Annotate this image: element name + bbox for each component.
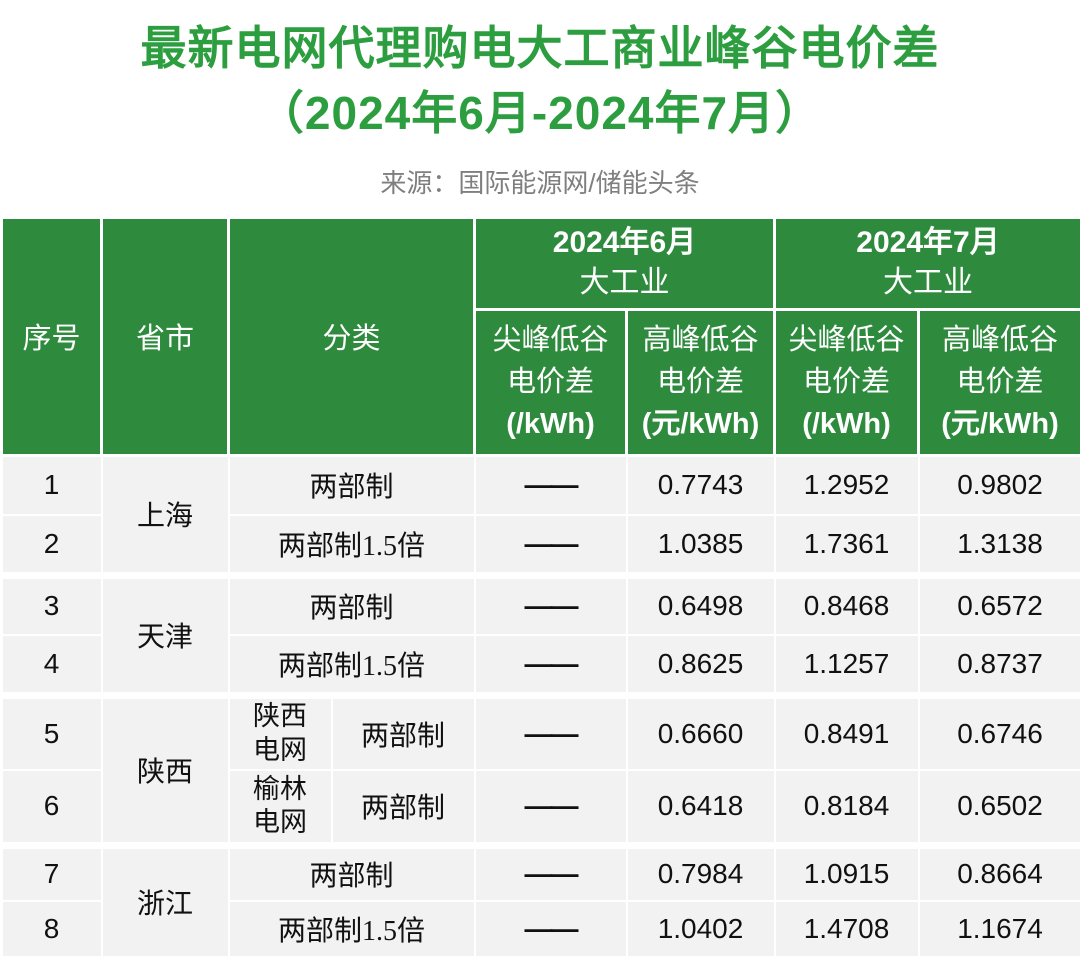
table-row: 1 上海 两部制 —— 0.7743 1.2952 0.9802 <box>0 454 1080 577</box>
cell-grid-yulin-grid: 榆林 电网 <box>227 769 333 847</box>
cell-july-high-valley: 0.6746 <box>917 691 1080 772</box>
table-row: 7 浙江 两部制 —— 0.7984 1.0915 0.8664 <box>0 841 1080 959</box>
cell-july-peak-valley: 1.1257 <box>773 634 920 697</box>
page: 最新电网代理购电大工商业峰谷电价差 （2024年6月-2024年7月） 来源：国… <box>0 16 1080 959</box>
page-title-line2: （2024年6月-2024年7月） <box>257 87 823 140</box>
cell-june-peak-valley: —— <box>473 769 628 847</box>
cell-july-high-valley: 0.9802 <box>917 454 1080 517</box>
cell-seq: 8 <box>0 900 103 959</box>
cell-seq: 6 <box>0 769 103 847</box>
cell-july-peak-valley: 1.0915 <box>773 841 920 903</box>
month-header-july: 2024年7月 大工业 <box>773 215 1080 311</box>
cell-july-high-valley: 0.8664 <box>917 841 1080 903</box>
cell-category: 两部制1.5倍 <box>227 514 476 577</box>
cell-june-peak-valley: —— <box>473 634 628 697</box>
cell-june-high-valley: 0.7984 <box>625 841 776 903</box>
cell-june-high-valley: 0.6660 <box>625 691 776 772</box>
cell-category: 两部制 <box>227 571 476 637</box>
cell-seq: 7 <box>0 841 103 903</box>
table-row: 3 天津 两部制 —— 0.6498 0.8468 0.6572 <box>0 571 1080 697</box>
table-row: 8 两部制1.5倍 —— 1.0402 1.4708 1.1674 <box>0 900 1080 959</box>
cell-category: 两部制 <box>227 841 476 903</box>
month-june-label: 2024年6月 <box>552 225 697 259</box>
month-june-industry: 大工业 <box>579 266 670 300</box>
month-header-june: 2024年6月 大工业 <box>473 215 777 311</box>
table-row: 2 两部制1.5倍 —— 1.0385 1.7361 1.3138 <box>0 514 1080 577</box>
cell-june-peak-valley: —— <box>473 900 628 959</box>
subheader-june-high-valley: 高峰低谷 电价差 (元/kWh) <box>625 307 777 457</box>
cell-province-shaanxi: 陕西 <box>100 691 230 847</box>
table-row: 6 榆林 电网 两部制 —— 0.6418 0.8184 0.6502 <box>0 769 1080 847</box>
cell-seq: 4 <box>0 634 103 697</box>
cell-grid-shaanxi-grid: 陕西 电网 <box>227 691 333 772</box>
subheader-july-peak-valley: 尖峰低谷 电价差 (/kWh) <box>773 307 921 457</box>
cell-seq: 2 <box>0 514 103 577</box>
cell-june-high-valley: 0.7743 <box>625 454 776 517</box>
cell-category: 两部制 <box>227 454 476 517</box>
cell-june-high-valley: 0.6418 <box>625 769 776 847</box>
cell-june-peak-valley: —— <box>473 514 628 577</box>
cell-province-zhejiang: 浙江 <box>100 841 230 959</box>
header-row-months: 序号 省市 分类 2024年6月 大工业 2024年7月 大工业 <box>0 215 1080 457</box>
cell-category: 两部制 <box>330 691 476 772</box>
cell-june-high-valley: 1.0402 <box>625 900 776 959</box>
col-header-seq: 序号 <box>0 215 103 457</box>
table-row: 5 陕西 陕西 电网 两部制 —— 0.6660 0.8491 0.6746 <box>0 691 1080 847</box>
cell-july-high-valley: 1.3138 <box>917 514 1080 577</box>
cell-june-peak-valley: —— <box>473 691 628 772</box>
cell-july-high-valley: 1.1674 <box>917 900 1080 959</box>
cell-june-peak-valley: —— <box>473 841 628 903</box>
cell-july-peak-valley: 1.4708 <box>773 900 920 959</box>
cell-category: 两部制1.5倍 <box>227 634 476 697</box>
col-header-province: 省市 <box>100 215 230 457</box>
cell-july-peak-valley: 1.7361 <box>773 514 920 577</box>
cell-seq: 5 <box>0 691 103 772</box>
col-header-category: 分类 <box>226 215 477 457</box>
subheader-june-peak-valley: 尖峰低谷 电价差 (/kWh) <box>473 307 629 457</box>
page-title-line1: 最新电网代理购电大工商业峰谷电价差 <box>140 22 940 74</box>
cell-june-high-valley: 0.6498 <box>625 571 776 637</box>
cell-july-high-valley: 0.6572 <box>917 571 1080 637</box>
subheader-july-high-valley: 高峰低谷 电价差 (元/kWh) <box>917 307 1080 457</box>
table-row: 4 两部制1.5倍 —— 0.8625 1.1257 0.8737 <box>0 634 1080 697</box>
cell-province-tianjin: 天津 <box>100 571 230 697</box>
cell-july-peak-valley: 0.8468 <box>773 571 920 637</box>
cell-july-peak-valley: 1.2952 <box>773 454 920 517</box>
source-line: 来源：国际能源网/储能头条 <box>380 167 700 198</box>
cell-seq: 1 <box>0 454 103 517</box>
cell-seq: 3 <box>0 571 103 637</box>
cell-july-high-valley: 0.6502 <box>917 769 1080 847</box>
price-table: 序号 省市 分类 2024年6月 大工业 2024年7月 大工业 尖峰低谷 电价… <box>0 215 1080 959</box>
month-july-label: 2024年7月 <box>856 225 1000 259</box>
cell-category: 两部制1.5倍 <box>227 900 476 959</box>
cell-category: 两部制 <box>330 769 476 847</box>
cell-province-shanghai: 上海 <box>100 454 230 577</box>
month-july-industry: 大工业 <box>883 266 974 300</box>
cell-july-peak-valley: 0.8184 <box>773 769 920 847</box>
cell-july-peak-valley: 0.8491 <box>773 691 920 772</box>
cell-june-peak-valley: —— <box>473 571 628 637</box>
page-title: 最新电网代理购电大工商业峰谷电价差 （2024年6月-2024年7月） <box>0 16 1080 147</box>
cell-june-peak-valley: —— <box>473 454 628 517</box>
cell-june-high-valley: 0.8625 <box>625 634 776 697</box>
cell-june-high-valley: 1.0385 <box>625 514 776 577</box>
header-row-metrics: 尖峰低谷 电价差 (/kWh) 高峰低谷 电价差 (元/kWh) 尖峰低谷 电价… <box>2 307 1080 457</box>
cell-july-high-valley: 0.8737 <box>917 634 1080 697</box>
